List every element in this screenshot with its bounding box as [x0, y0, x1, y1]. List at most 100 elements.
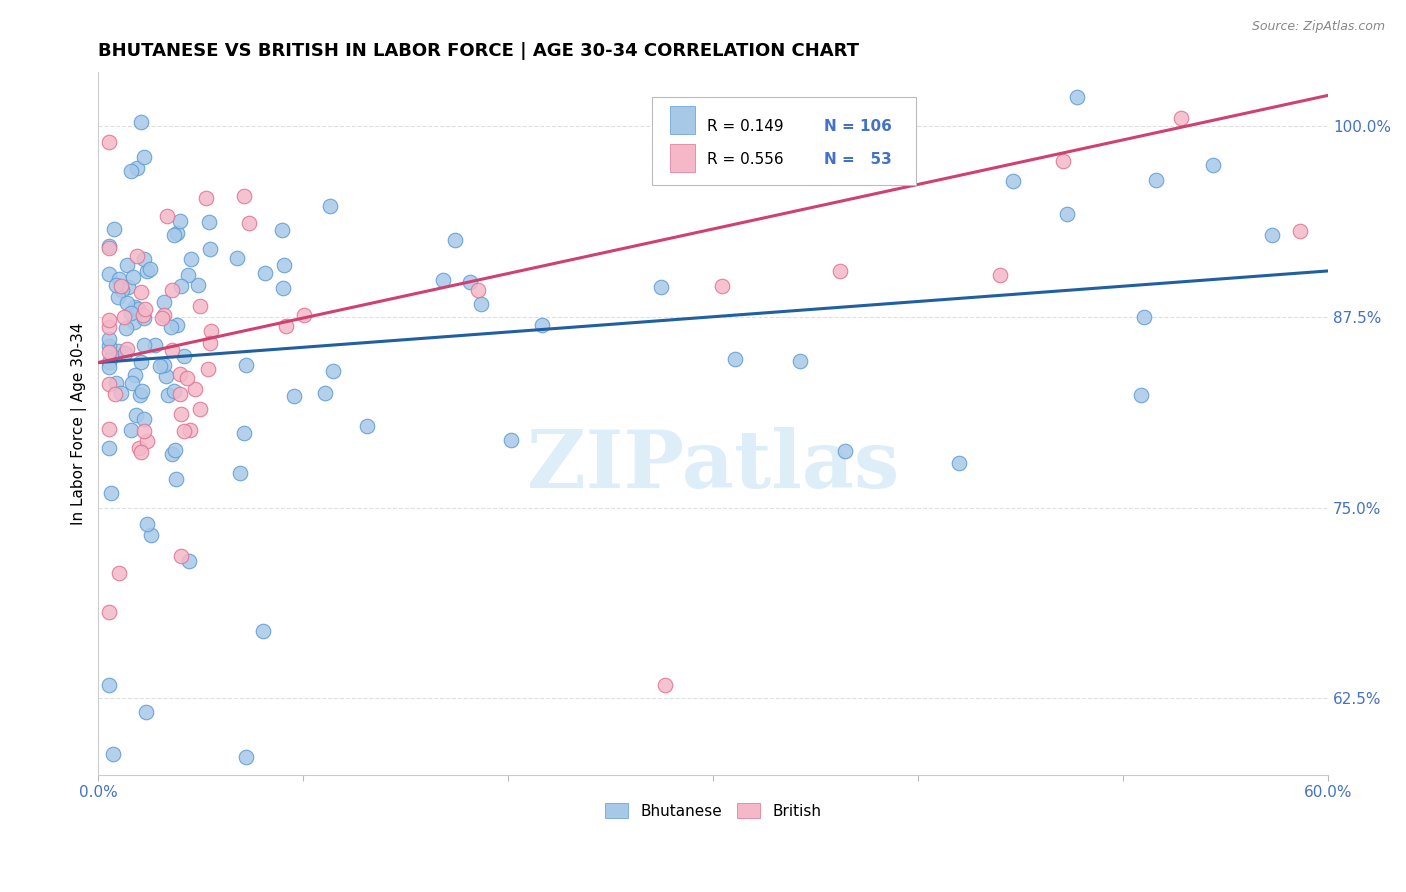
Point: [135, 705, 157, 719]
Point: [180, 252, 202, 266]
Point: [188, 401, 211, 416]
Point: [134, 302, 156, 317]
Point: [98, 319, 121, 334]
Bar: [671, 144, 695, 171]
Point: [117, 279, 139, 293]
Point: [112, 310, 135, 324]
Point: [139, 528, 162, 542]
Point: [160, 320, 183, 334]
Point: [253, 266, 276, 280]
Point: [107, 344, 129, 359]
Point: [115, 258, 138, 272]
Point: [830, 264, 852, 278]
Point: [1170, 111, 1192, 125]
Point: [160, 284, 183, 298]
Point: [136, 434, 159, 448]
Point: [173, 349, 195, 363]
Point: [97, 355, 120, 369]
Point: [356, 419, 378, 434]
Point: [115, 342, 138, 356]
Point: [179, 554, 201, 568]
Point: [252, 624, 274, 638]
Point: [104, 278, 127, 293]
Point: [153, 308, 176, 322]
Point: [97, 422, 120, 436]
Point: [129, 115, 152, 129]
Point: [105, 376, 128, 390]
Point: [710, 278, 733, 293]
Point: [238, 215, 260, 229]
Point: [122, 315, 145, 329]
Point: [101, 747, 124, 761]
Point: [153, 295, 176, 310]
Point: [124, 300, 146, 314]
Point: [322, 364, 344, 378]
Point: [110, 283, 132, 297]
Point: [988, 268, 1011, 282]
Point: [163, 384, 186, 398]
Point: [129, 355, 152, 369]
Point: [129, 444, 152, 458]
Point: [948, 456, 970, 470]
Point: [271, 281, 294, 295]
Text: BHUTANESE VS BRITISH IN LABOR FORCE | AGE 30-34 CORRELATION CHART: BHUTANESE VS BRITISH IN LABOR FORCE | AG…: [98, 42, 859, 60]
Point: [134, 424, 156, 438]
Point: [197, 215, 219, 229]
Point: [200, 324, 222, 338]
Point: [198, 335, 221, 350]
Text: ZIPatlas: ZIPatlas: [527, 426, 900, 505]
Point: [121, 270, 143, 285]
Point: [170, 407, 193, 421]
Point: [467, 284, 489, 298]
Point: [143, 338, 166, 352]
Point: [97, 359, 120, 374]
Point: [432, 273, 454, 287]
Point: [132, 150, 155, 164]
Point: [110, 279, 132, 293]
Point: [530, 318, 553, 332]
Point: [132, 252, 155, 267]
Point: [120, 163, 142, 178]
Point: [97, 339, 120, 353]
Point: [115, 320, 138, 334]
Point: [128, 441, 150, 455]
Point: [179, 423, 201, 437]
Point: [1056, 207, 1078, 221]
Point: [314, 386, 336, 401]
Point: [233, 425, 256, 440]
Legend: Bhutanese, British: Bhutanese, British: [599, 797, 828, 825]
Point: [97, 136, 120, 150]
Point: [132, 411, 155, 425]
Point: [124, 368, 146, 382]
Point: [110, 385, 132, 400]
Point: [139, 261, 162, 276]
Point: [131, 308, 153, 322]
Point: [274, 319, 297, 334]
Point: [834, 443, 856, 458]
Point: [1261, 228, 1284, 243]
Point: [232, 189, 254, 203]
Point: [1066, 90, 1088, 104]
Point: [155, 369, 177, 384]
Point: [120, 306, 142, 320]
Point: [654, 678, 676, 692]
Point: [136, 263, 159, 277]
Text: R = 0.149: R = 0.149: [707, 119, 783, 134]
Point: [153, 358, 176, 372]
Point: [176, 370, 198, 384]
Point: [724, 351, 747, 366]
Point: [132, 311, 155, 326]
Point: [128, 387, 150, 401]
Point: [97, 345, 120, 359]
Point: [169, 214, 191, 228]
Point: [1133, 310, 1156, 324]
Point: [149, 359, 172, 373]
Point: [127, 301, 149, 316]
Point: [470, 296, 492, 310]
Point: [131, 384, 153, 399]
Point: [1002, 174, 1025, 188]
Point: [173, 424, 195, 438]
Point: [1144, 172, 1167, 186]
Point: [114, 346, 136, 360]
Point: [97, 241, 120, 255]
